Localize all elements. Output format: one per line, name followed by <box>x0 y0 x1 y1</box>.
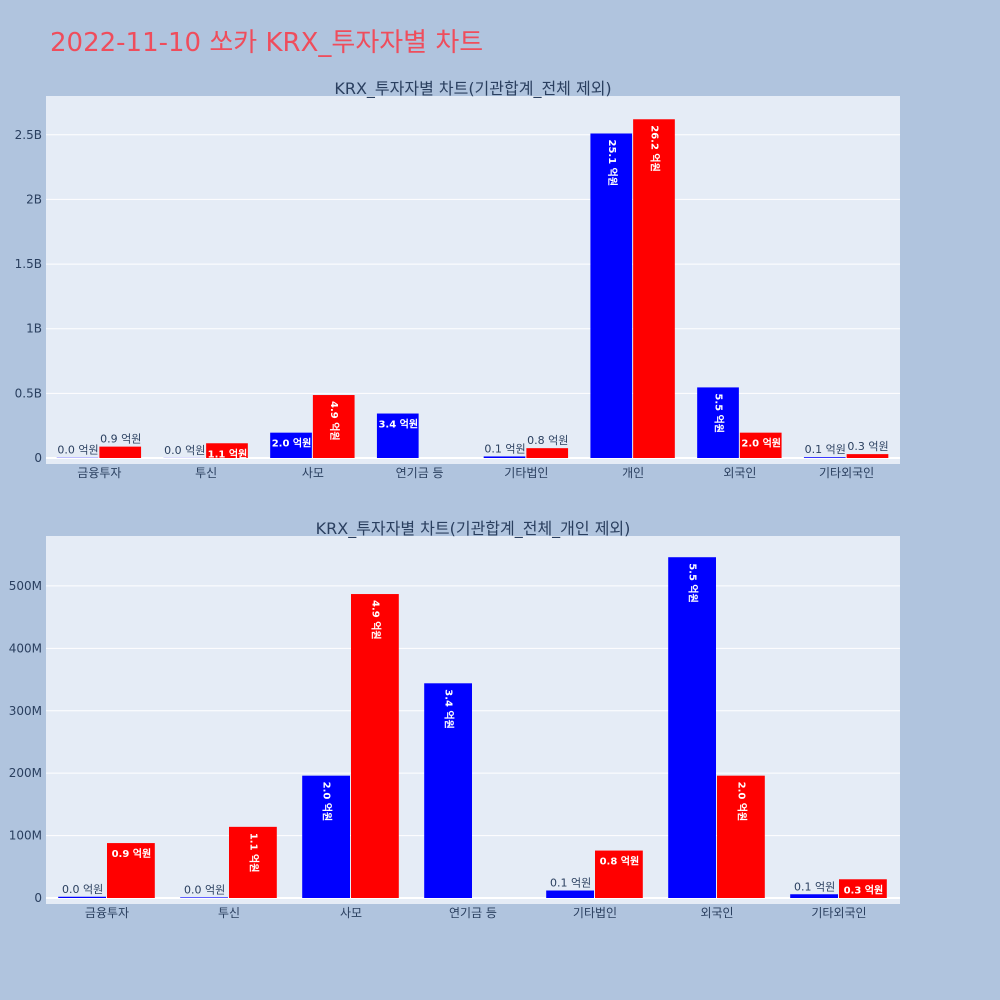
x-tick-label: 사모 <box>302 466 324 480</box>
data-label: 0.9 억원 <box>112 847 152 860</box>
y-tick-label: 200M <box>9 766 42 780</box>
x-tick-label: 외국인 <box>723 466 756 480</box>
data-label: 0.0 억원 <box>57 444 98 457</box>
data-label: 2.0 억원 <box>735 782 748 822</box>
data-label: 0.8 억원 <box>527 434 568 447</box>
data-label: 4.9 억원 <box>328 401 341 441</box>
data-label: 0.3 억원 <box>844 883 884 896</box>
bar <box>839 879 887 898</box>
data-label: 0.0 억원 <box>62 883 103 896</box>
bar <box>546 890 594 898</box>
data-label: 1.1 억원 <box>247 833 260 873</box>
bar <box>633 119 675 459</box>
data-label: 0.1 억원 <box>550 877 591 890</box>
x-tick-label: 투신 <box>195 466 217 480</box>
data-label: 0.3 억원 <box>847 440 888 453</box>
y-tick-label: 2.5B <box>15 128 42 142</box>
y-tick-label: 0.5B <box>15 386 42 400</box>
y-tick-label: 400M <box>9 641 42 655</box>
chart-title: KRX_투자자별 차트(기관합계_전체 제외) <box>334 79 611 99</box>
data-label: 0.0 억원 <box>164 444 205 457</box>
y-tick-label: 1B <box>26 322 42 336</box>
y-tick-label: 0 <box>34 451 42 465</box>
bar <box>739 432 782 458</box>
bar <box>351 594 399 898</box>
x-tick-label: 개인 <box>622 466 644 480</box>
bar <box>58 896 106 898</box>
y-tick-label: 300M <box>9 704 42 718</box>
bar <box>229 826 277 898</box>
data-label: 2.0 억원 <box>321 782 334 822</box>
data-label: 0.8 억원 <box>600 855 640 868</box>
bar <box>803 457 846 458</box>
x-tick-label: 연기금 등 <box>396 466 444 480</box>
x-tick-label: 사모 <box>340 906 362 920</box>
bar <box>595 850 643 898</box>
bar <box>424 683 472 898</box>
data-label: 26.2 억원 <box>648 125 661 172</box>
y-tick-label: 100M <box>9 829 42 843</box>
x-tick-label: 투신 <box>218 906 240 920</box>
y-tick-label: 0 <box>34 891 42 905</box>
x-tick-label: 금융투자 <box>77 466 121 480</box>
data-label: 4.9 억원 <box>369 600 382 640</box>
bar <box>590 133 633 458</box>
data-label: 0.9 억원 <box>100 433 141 446</box>
data-label: 2.0 억원 <box>272 437 312 450</box>
x-tick-label: 기타외국인 <box>819 466 874 480</box>
bar <box>717 775 765 898</box>
page-title: 2022-11-10 쏘카 KRX_투자자별 차트 <box>50 28 484 58</box>
data-label: 0.0 억원 <box>184 883 225 896</box>
chart-title: KRX_투자자별 차트(기관합계_전체_개인 제외) <box>316 519 631 539</box>
bar <box>302 775 350 898</box>
x-tick-label: 기타법인 <box>504 466 548 480</box>
data-label: 5.5 억원 <box>713 393 726 433</box>
bar <box>180 897 228 898</box>
y-tick-label: 1.5B <box>15 257 42 271</box>
x-tick-label: 기타법인 <box>573 906 617 920</box>
bar <box>790 894 838 898</box>
bar <box>526 448 569 458</box>
data-label: 5.5 억원 <box>687 563 700 603</box>
bar <box>846 454 889 458</box>
x-tick-label: 금융투자 <box>85 906 129 920</box>
data-label: 25.1 억원 <box>606 139 619 186</box>
bar <box>483 456 526 458</box>
x-tick-label: 기타외국인 <box>811 906 866 920</box>
bar <box>107 843 155 898</box>
data-label: 0.1 억원 <box>794 880 835 893</box>
plot-area <box>46 96 900 464</box>
y-tick-label: 2B <box>26 192 42 206</box>
bar <box>99 446 142 458</box>
bar <box>697 387 739 458</box>
data-label: 0.1 억원 <box>484 442 525 455</box>
x-tick-label: 연기금 등 <box>449 906 497 920</box>
bar <box>312 395 355 458</box>
bar <box>270 432 312 458</box>
data-label: 3.4 억원 <box>378 418 418 431</box>
plot-area <box>46 536 900 904</box>
bar <box>376 413 419 458</box>
bar <box>206 443 248 458</box>
data-label: 2.0 억원 <box>741 437 781 450</box>
data-label: 3.4 억원 <box>443 689 456 729</box>
data-label: 1.1 억원 <box>208 447 248 460</box>
data-label: 0.1 억원 <box>805 443 846 456</box>
x-tick-label: 외국인 <box>700 906 733 920</box>
bar <box>668 557 716 898</box>
y-tick-label: 500M <box>9 579 42 593</box>
